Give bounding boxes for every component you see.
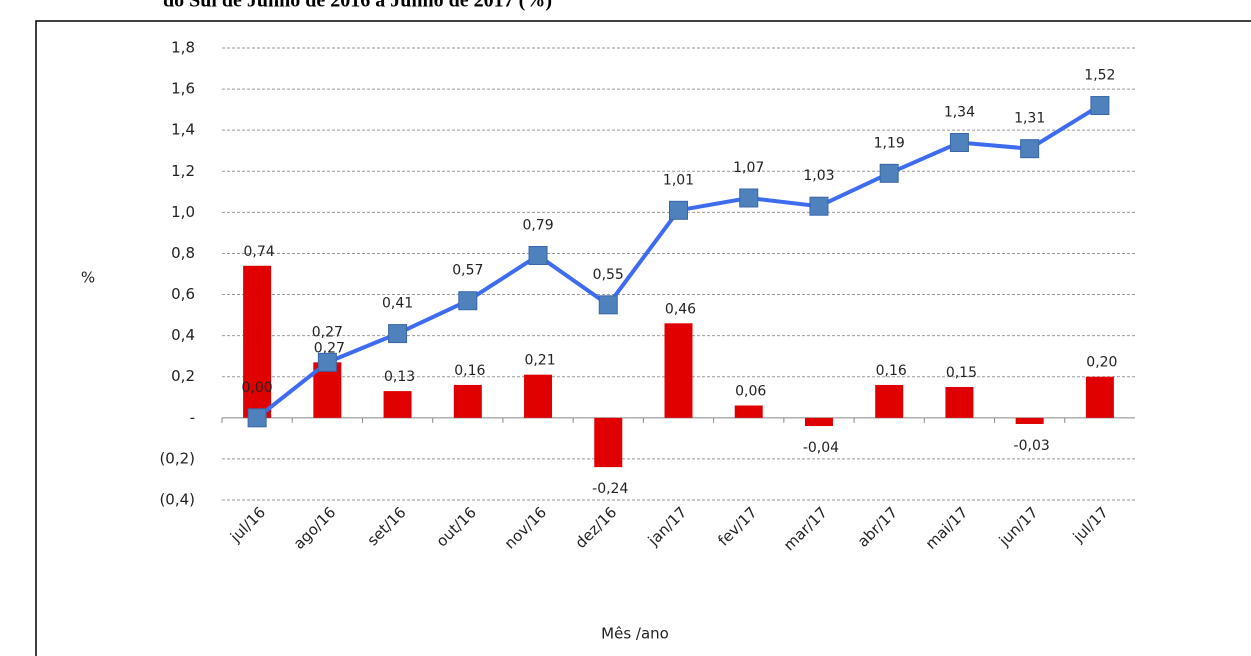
- line-marker: [809, 196, 829, 216]
- y-tick-label: (0,4): [159, 491, 195, 509]
- line-marker: [949, 133, 969, 153]
- bar-value-label: 0,21: [524, 353, 555, 369]
- line-marker: [739, 188, 759, 208]
- line-value-label: 0,57: [452, 263, 483, 279]
- bar-value-label: 0,74: [244, 244, 275, 260]
- y-tick-label: -: [190, 408, 195, 426]
- bar: [453, 384, 482, 418]
- line-value-label: 1,07: [733, 160, 764, 176]
- line-marker: [317, 352, 337, 372]
- y-tick-label: 1,6: [171, 80, 195, 98]
- bar: [664, 323, 693, 418]
- chart-frame: [35, 20, 1251, 656]
- line-marker: [247, 408, 267, 428]
- bar: [243, 265, 272, 418]
- bar: [1085, 376, 1114, 418]
- bar: [734, 405, 763, 418]
- bar-value-label: 0,16: [876, 363, 907, 379]
- bar-value-label: 0,46: [665, 301, 696, 317]
- line-value-label: 0,27: [312, 324, 343, 340]
- line-value-label: 1,03: [803, 168, 834, 184]
- bar: [804, 417, 833, 427]
- bar-value-label: -0,04: [803, 440, 839, 456]
- line-value-label: 0,41: [382, 296, 413, 312]
- y-tick-label: (0,2): [159, 449, 195, 467]
- bar-value-label: 0,15: [946, 365, 977, 381]
- bar-value-label: 0,20: [1086, 355, 1117, 371]
- bar: [383, 391, 412, 418]
- chart-title: do Sul de Junho de 2016 a Junho de 2017 …: [163, 0, 552, 12]
- y-tick-label: 1,8: [171, 39, 195, 57]
- line-value-label: 1,01: [663, 172, 694, 188]
- y-tick-label: 0,2: [171, 367, 195, 385]
- y-tick-label: 1,2: [171, 162, 195, 180]
- x-axis-label: Mês /ano: [601, 625, 669, 643]
- bar-value-label: -0,24: [592, 481, 628, 497]
- line-marker: [598, 295, 618, 315]
- y-tick-label: 1,4: [171, 121, 195, 139]
- line-value-label: 0,00: [242, 380, 273, 396]
- line-marker: [669, 200, 688, 220]
- line-value-label: 1,31: [1014, 111, 1045, 127]
- line-marker: [879, 163, 899, 183]
- line-value-label: 0,79: [522, 218, 553, 234]
- bar: [1015, 417, 1044, 424]
- line-marker: [1020, 139, 1040, 159]
- y-axis-label: %: [81, 269, 95, 287]
- y-tick-label: 0,8: [171, 244, 195, 262]
- y-tick-label: 1,0: [171, 203, 195, 221]
- line-marker: [1090, 96, 1110, 116]
- line-value-label: 1,19: [874, 135, 905, 151]
- line-marker: [528, 246, 548, 266]
- bar: [524, 374, 553, 418]
- bar: [594, 417, 623, 468]
- line-marker: [388, 324, 408, 344]
- line-value-label: 1,34: [944, 105, 975, 121]
- bar-value-label: 0,13: [384, 369, 415, 385]
- line-value-label: 1,52: [1084, 68, 1115, 84]
- bar-value-label: 0,27: [314, 340, 345, 356]
- bar-value-label: 0,16: [454, 363, 485, 379]
- line-marker: [458, 291, 478, 311]
- y-tick-label: 0,4: [171, 326, 195, 344]
- line-value-label: 0,55: [593, 267, 624, 283]
- bar-value-label: 0,06: [735, 383, 766, 399]
- y-tick-label: 0,6: [171, 285, 195, 303]
- bar-value-label: -0,03: [1014, 438, 1050, 454]
- bar: [945, 387, 974, 418]
- bar: [875, 384, 904, 418]
